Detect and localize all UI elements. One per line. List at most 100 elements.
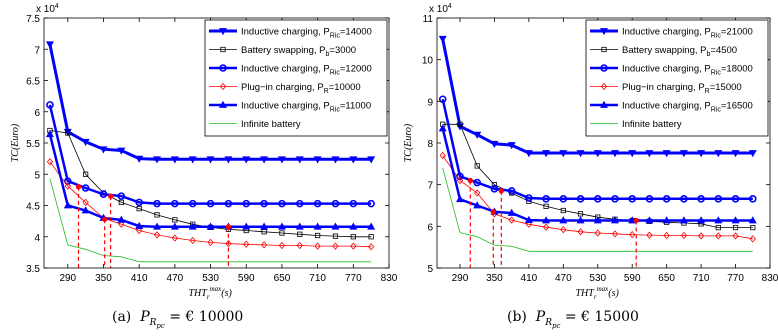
chart-a-series-4-point xyxy=(367,222,376,230)
chart-b-xtick-label: 290 xyxy=(452,273,469,284)
chart-a-series-2-point xyxy=(135,198,143,207)
chart-a-series-1-point xyxy=(315,232,321,239)
chart-a-series-4-point xyxy=(295,222,304,230)
chart-a-series-4-point xyxy=(242,222,251,230)
chart-b-series-4-point xyxy=(542,216,551,224)
chart-b-series-3-line xyxy=(442,155,753,240)
chart-a-series-3-point xyxy=(171,234,178,242)
chart-a-legend-label: Plug−in charging, PR=10000 xyxy=(241,82,361,95)
chart-a-series-3-point xyxy=(296,241,303,250)
chart-a-ytick-label: 4 xyxy=(34,233,40,244)
chart-a-series-4-point xyxy=(331,222,340,230)
chart-a-series-2-point xyxy=(171,199,179,208)
chart-a-xtick-label: 290 xyxy=(59,273,76,284)
chart-a-series-2-point xyxy=(117,192,126,200)
chart-a-y-multiplier: x 104 xyxy=(36,3,59,15)
chart-b-series-4-point xyxy=(576,216,585,224)
chart-a-xtick-label: 830 xyxy=(381,273,398,284)
chart-a-series-3-point xyxy=(189,236,196,245)
chart-a-series-2-point xyxy=(295,199,304,208)
chart-a-series-1-point xyxy=(332,233,339,239)
chart-b-series-1-point xyxy=(560,207,566,214)
chart-a-legend-label: Inductive charging, PRic=11000 xyxy=(241,101,371,114)
chart-b-ytick-label: 10 xyxy=(422,56,434,67)
chart-a-series-4-point xyxy=(153,222,162,230)
chart-a-ytick-label: 3.5 xyxy=(26,264,40,275)
chart-a-series-4-point xyxy=(135,221,144,230)
chart-a-series-4-point xyxy=(63,201,72,209)
chart-b-series-2-point xyxy=(731,195,740,203)
chart-a-xtick-label: 590 xyxy=(238,273,255,284)
chart-a-legend-sub: Ric xyxy=(330,33,341,40)
chart-a-crossover-point xyxy=(102,216,108,222)
chart-b-series-3-point xyxy=(508,216,515,224)
chart-b-series-2-point xyxy=(628,195,637,203)
chart-b-legend-label: Infinite battery xyxy=(622,119,682,130)
chart-b-series-0-point xyxy=(524,150,533,158)
chart-b-series-0-point xyxy=(542,150,551,158)
chart-b-legend-marker xyxy=(600,28,608,36)
chart-b-series-4-point xyxy=(731,216,740,224)
chart-a-series-0-point xyxy=(99,146,108,154)
chart-b-xlabel-main: THT xyxy=(576,288,596,299)
chart-a-series-2-point xyxy=(63,177,72,185)
chart-a-y-multiplier-exp: 4 xyxy=(55,3,59,10)
chart-b-legend-eq: =16500 xyxy=(721,101,753,112)
chart-a-xtick-label: 710 xyxy=(309,273,326,284)
chart-b-xtick-label: 350 xyxy=(486,273,503,284)
chart-b-series-0-point xyxy=(679,150,688,158)
chart-b-series-0-point xyxy=(748,150,757,158)
chart-a-series-3-point xyxy=(278,241,286,250)
chart-a-legend-marker xyxy=(219,64,227,72)
chart-a-series-4-point xyxy=(188,222,197,230)
chart-a-series-0-point xyxy=(349,156,358,164)
chart-a-ytick-label: 5.5 xyxy=(26,139,40,150)
chart-b-series-0-point xyxy=(576,150,585,158)
chart-a-legend-eq: =14000 xyxy=(340,27,372,38)
chart-b-series-3-point xyxy=(594,229,601,237)
chart-b-legend-name: Infinite battery xyxy=(622,119,682,130)
chart-b-series-2-point xyxy=(714,195,723,203)
chart-a-series-4-point xyxy=(170,222,179,230)
chart-b-series-2-point xyxy=(438,95,447,104)
chart-b-xlabel: THTrmax(s) xyxy=(576,285,620,301)
chart-b-series-1-point xyxy=(750,224,756,231)
chart-b-xtick-label: 410 xyxy=(521,273,538,284)
chart-a-series-4-point xyxy=(117,215,126,223)
chart-a-series-1-point xyxy=(154,212,160,218)
chart-b-series-4-point xyxy=(593,216,602,224)
chart-a-xlabel: THTrmax(s) xyxy=(189,285,233,301)
chart-b-series-1-point xyxy=(474,163,480,169)
chart-b-series-4-point xyxy=(697,216,706,224)
chart-b-xtick-label: 830 xyxy=(762,273,778,284)
chart-b-crossover-point xyxy=(490,209,496,215)
chart-b-series-3-point xyxy=(611,230,619,238)
chart-a-series-4-point xyxy=(349,222,358,230)
chart-b-legend-marker xyxy=(601,46,607,53)
chart-a-xlabel-sub: r xyxy=(207,293,210,301)
chart-b-legend-label: Inductive charging, PRic=18000 xyxy=(622,64,753,77)
chart-b-ytick-label: 8 xyxy=(427,139,433,150)
chart-b-series-0-point xyxy=(507,142,516,150)
chart-a-series-0-point xyxy=(224,156,233,164)
caption-a: (a) PRpc = € 10000 xyxy=(112,309,244,330)
chart-a-crossover-point xyxy=(225,224,231,230)
chart-a-series-0-point xyxy=(313,156,322,164)
chart-a-series-3-point xyxy=(46,158,54,166)
chart-b-xlabel-sub: r xyxy=(594,293,597,301)
chart-a-legend-marker xyxy=(219,28,227,36)
chart-b-series-4-point xyxy=(679,216,688,224)
chart-a-xlabel-sup: max xyxy=(210,285,223,293)
chart-b-ytick-label: 6 xyxy=(427,222,433,233)
chart-a-series-3-point xyxy=(350,242,357,250)
chart-b-series-2-point xyxy=(611,195,619,203)
chart-a-series-3-point xyxy=(118,220,125,228)
chart-a-series-2-point xyxy=(313,199,322,208)
chart-a-series-1-point xyxy=(65,130,71,136)
chart-a-series-0-point xyxy=(206,156,215,164)
chart-a-xtick-label: 470 xyxy=(167,273,184,284)
chart-a-series-3-point xyxy=(225,240,232,248)
chart-a-series-2-point xyxy=(99,190,108,199)
chart-b-legend-name: Inductive charging, P xyxy=(622,64,711,75)
chart-b-series-2-point xyxy=(490,185,499,193)
